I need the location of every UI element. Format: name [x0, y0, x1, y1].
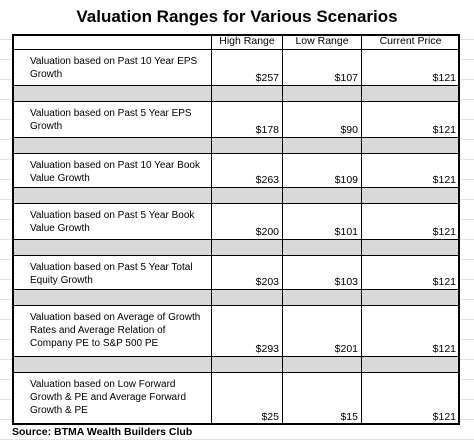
separator-cell [283, 86, 362, 102]
value-cell: $121 [362, 50, 460, 86]
separator-cell [283, 290, 362, 306]
row-label: Valuation based on Low Forward Growth & … [12, 373, 212, 425]
separator-cell [362, 290, 460, 306]
value-cell: $201 [283, 306, 362, 357]
value-cell: $25 [212, 373, 283, 425]
value-cell: $107 [283, 50, 362, 86]
title: Valuation Ranges for Various Scenarios [0, 4, 474, 34]
separator-cell [12, 240, 212, 256]
separator-cell [12, 138, 212, 154]
value-cell: $109 [283, 154, 362, 188]
separator-cell [283, 138, 362, 154]
value-cell: $103 [283, 256, 362, 290]
value-cell: $293 [212, 306, 283, 357]
value-cell: $121 [362, 154, 460, 188]
row-label: Valuation based on Past 5 Year Book Valu… [12, 204, 212, 240]
value-cell: $15 [283, 373, 362, 425]
separator-cell [362, 188, 460, 204]
value-cell: $178 [212, 102, 283, 138]
value-cell: $263 [212, 154, 283, 188]
row-label: Valuation based on Past 10 Year Book Val… [12, 154, 212, 188]
separator-cell [12, 86, 212, 102]
value-cell: $121 [362, 102, 460, 138]
value-cell: $121 [362, 256, 460, 290]
row-label: Valuation based on Past 5 Year Total Equ… [12, 256, 212, 290]
value-cell: $101 [283, 204, 362, 240]
separator-cell [283, 240, 362, 256]
value-cell: $257 [212, 50, 283, 86]
separator-cell [212, 290, 283, 306]
value-cell: $200 [212, 204, 283, 240]
separator-cell [212, 138, 283, 154]
row-label: Valuation based on Average of Growth Rat… [12, 306, 212, 357]
header-cell: Current Price [362, 34, 460, 50]
value-cell: $121 [362, 306, 460, 357]
separator-cell [212, 188, 283, 204]
header-cell: High Range [212, 34, 283, 50]
separator-cell [362, 86, 460, 102]
value-cell: $203 [212, 256, 283, 290]
separator-cell [212, 240, 283, 256]
separator-cell [283, 188, 362, 204]
value-cell: $121 [362, 204, 460, 240]
row-label: Valuation based on Past 10 Year EPS Grow… [12, 50, 212, 86]
separator-cell [12, 188, 212, 204]
header-cell [12, 34, 212, 50]
value-cell: $121 [362, 373, 460, 425]
separator-cell [12, 357, 212, 373]
separator-cell [362, 138, 460, 154]
separator-cell [212, 86, 283, 102]
separator-cell [362, 357, 460, 373]
row-label: Valuation based on Past 5 Year EPS Growt… [12, 102, 212, 138]
source: Source: BTMA Wealth Builders Club [12, 425, 193, 439]
value-cell: $90 [283, 102, 362, 138]
separator-cell [283, 357, 362, 373]
separator-cell [212, 357, 283, 373]
header-cell: Low Range [283, 34, 362, 50]
separator-cell [362, 240, 460, 256]
separator-cell [12, 290, 212, 306]
